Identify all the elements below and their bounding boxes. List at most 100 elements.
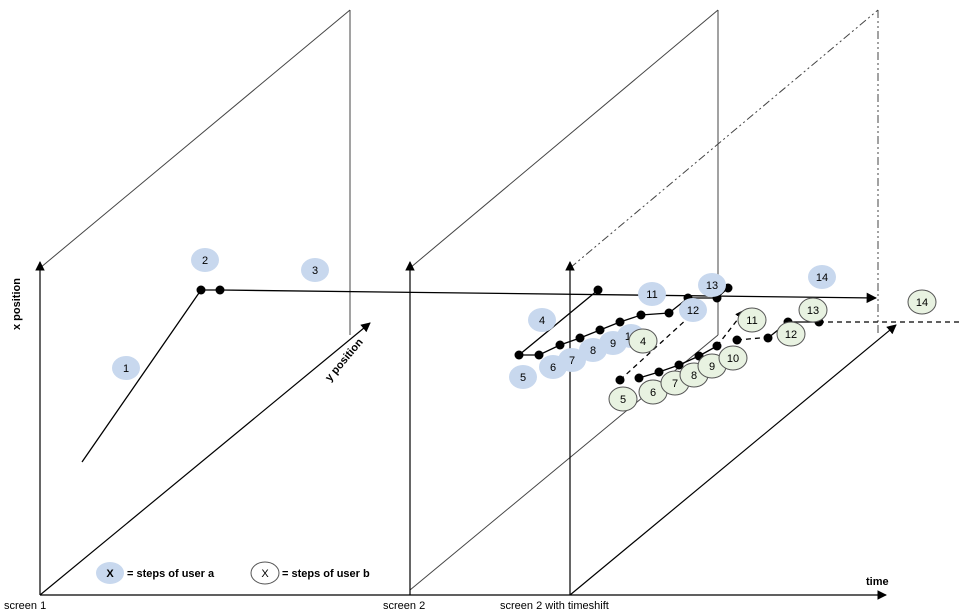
user-b-step-marker: 10 (718, 345, 748, 371)
user-a-path-to-time (219, 289, 878, 304)
user-b-step-bubble (608, 386, 638, 412)
screen-2-timeshift-plane (569, 9, 879, 590)
user-a-step-marker: 4 (528, 308, 556, 332)
legend-user-a-marker (96, 562, 124, 584)
legend-user-b-text: = steps of user b (282, 568, 370, 580)
user-a-step-bubble (808, 265, 836, 289)
time-label: time (866, 576, 889, 588)
screen-1-label: screen 1 (4, 600, 46, 612)
user-a-step-bubble (679, 298, 707, 322)
path-vertex-dot (732, 335, 742, 345)
user-a-step-marker: 1 (112, 356, 140, 380)
user-a-step-bubble (191, 248, 219, 272)
user-b-step-label: 8 (691, 370, 697, 382)
path-vertex-dot (555, 340, 565, 350)
path-vertex-dot (196, 285, 206, 295)
screen-2-timeshift-label: screen 2 with timeshift (500, 600, 609, 612)
screen-1-top-edge (39, 9, 351, 269)
y-position-axis (39, 322, 371, 596)
screen-2-label: screen 2 (383, 600, 425, 612)
user-a-steps: 1234567891011121314 (112, 248, 836, 389)
path-vertex-dot (534, 350, 544, 360)
user-a-path-screen-1 (81, 289, 220, 463)
user-b-step-label: 13 (807, 305, 819, 317)
user-b-step-label: 4 (640, 336, 646, 348)
timeshift-y-axis (569, 324, 897, 596)
legend-user-a-text: = steps of user a (127, 568, 215, 580)
user-b-step-marker: 11 (737, 307, 767, 333)
path-vertex-dot (636, 310, 646, 320)
user-b-step-bubble (776, 321, 806, 347)
user-a-step-marker: 5 (509, 365, 537, 389)
path-vertex-dot (664, 308, 674, 318)
user-a-step-marker: 3 (301, 258, 329, 282)
user-a-step-marker: 11 (638, 282, 666, 306)
user-b-step-marker: 13 (798, 297, 828, 323)
user-a-step-bubble (301, 258, 329, 282)
path-vertex-dot (514, 350, 524, 360)
user-a-step-label: 4 (539, 315, 545, 327)
user-a-step-label: 1 (123, 363, 129, 375)
user-b-step-bubble (628, 328, 658, 354)
path-vertex-dot (615, 375, 625, 385)
user-a-step-label: 5 (520, 372, 526, 384)
path-vertex-dot (634, 373, 644, 383)
user-b-step-label: 7 (672, 378, 678, 390)
user-b-step-bubble (718, 345, 748, 371)
user-b-step-bubble (798, 297, 828, 323)
path-vertex-dot (763, 333, 773, 343)
user-a-step-label: 8 (590, 345, 596, 357)
user-a-step-marker: 14 (808, 265, 836, 289)
path-vertex-dot (712, 341, 722, 351)
user-b-step-marker: 12 (776, 321, 806, 347)
user-a-step-bubble (638, 282, 666, 306)
user-b-step-marker: 4 (628, 328, 658, 354)
user-a-step-marker: 12 (679, 298, 707, 322)
user-b-step-label: 14 (916, 297, 928, 309)
user-a-step-marker: 13 (698, 273, 726, 297)
path-vertex-dot (595, 325, 605, 335)
user-b-step-label: 12 (785, 329, 797, 341)
user-a-step-label: 12 (687, 305, 699, 317)
user-b-step-label: 11 (746, 315, 757, 327)
user-b-step-bubble (737, 307, 767, 333)
user-b-step-marker: 5 (608, 386, 638, 412)
timeshift-top-edge (569, 9, 879, 269)
user-b-step-label: 9 (709, 361, 715, 373)
screen-2-top-edge (409, 9, 719, 269)
user-a-step-label: 7 (569, 355, 575, 367)
user-a-step-label: 6 (550, 362, 556, 374)
path-vertex-dot (575, 333, 585, 343)
user-b-step-label: 10 (727, 353, 739, 365)
legend-user-b-marker (250, 561, 280, 585)
user-a-step-label: 9 (610, 338, 616, 350)
user-a-step-label: 13 (706, 280, 718, 292)
user-a-step-bubble (509, 365, 537, 389)
user-a-step-label: 11 (646, 289, 657, 301)
user-a-step-bubble (112, 356, 140, 380)
user-a-step-label: 14 (816, 272, 828, 284)
path-vertex-dot (215, 285, 225, 295)
user-b-step-bubble (907, 289, 937, 315)
user-a-step-bubble (558, 348, 586, 372)
user-a-step-label: 2 (202, 255, 208, 267)
user-b-step-marker: 14 (907, 289, 937, 315)
user-a-step-marker: 2 (191, 248, 219, 272)
legend-user-b-symbol: X (261, 568, 269, 580)
user-b-step-label: 6 (650, 387, 656, 399)
legend: X = steps of user a X = steps of user b (96, 561, 370, 585)
user-a-step-bubble (698, 273, 726, 297)
user-a-step-bubble (528, 308, 556, 332)
user-a-step-marker: 7 (558, 348, 586, 372)
user-b-step-label: 5 (620, 394, 626, 406)
path-vertex-dot (654, 367, 664, 377)
path-vertex-dot (593, 285, 603, 295)
screen-1-plane (39, 9, 351, 590)
path-vertex-dot (674, 360, 684, 370)
path-vertex-dot (615, 317, 625, 327)
legend-user-a-symbol: X (106, 568, 114, 580)
x-position-label: x position (11, 278, 23, 330)
screen-2-plane (409, 9, 719, 591)
